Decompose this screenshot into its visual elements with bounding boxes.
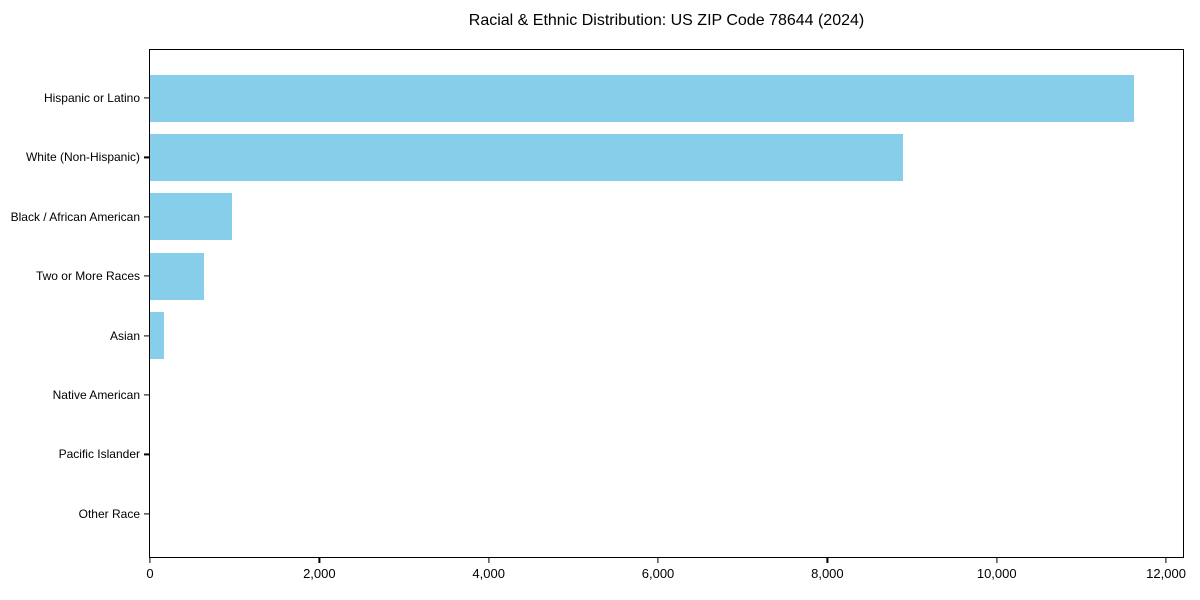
y-tick-mark xyxy=(144,216,150,218)
y-tick-label: White (Non-Hispanic) xyxy=(25,150,140,165)
y-tick-label: Hispanic or Latino xyxy=(43,91,140,105)
y-tick-label: Asian xyxy=(109,328,140,343)
x-tick-mark xyxy=(657,557,659,563)
bar-asian xyxy=(150,312,164,360)
x-tick-label: 4,000 xyxy=(472,566,505,581)
plot-area: Hispanic or Latino White (Non-Hispanic) Bl… xyxy=(11,49,1186,581)
bar-two-or-more-races xyxy=(150,252,204,300)
y-tick-mark xyxy=(144,394,150,396)
x-tick-label: 10,000 xyxy=(976,566,1017,581)
y-tick-label: Two or More Races xyxy=(35,269,140,284)
y-tick-label: Pacific Islander xyxy=(58,447,140,462)
y-tick-label: Black / African American xyxy=(10,209,140,224)
y-tick-mark xyxy=(144,453,150,455)
x-tick-mark xyxy=(826,557,828,563)
bar-hispanic-or-latino xyxy=(150,74,1134,122)
x-tick-mark xyxy=(149,557,151,563)
bar-black-african-american xyxy=(150,193,232,241)
x-tick-label: 12,000 xyxy=(1146,566,1186,581)
x-tick-label: 6,000 xyxy=(641,566,675,581)
y-tick-mark xyxy=(144,97,150,99)
x-tick-label: 2,000 xyxy=(303,566,336,581)
x-tick-mark xyxy=(996,557,998,563)
x-tick-label: 8,000 xyxy=(811,566,844,581)
x-tick-mark xyxy=(318,557,320,563)
x-tick-mark xyxy=(1165,557,1167,563)
y-tick-label: Native American xyxy=(52,388,140,402)
x-tick-mark xyxy=(488,557,490,563)
y-tick-label: Other Race xyxy=(78,506,140,521)
y-tick-mark xyxy=(144,513,150,515)
x-tick-label: 0 xyxy=(146,566,154,581)
y-tick-mark xyxy=(144,275,150,277)
y-tick-mark xyxy=(144,156,150,158)
chart-title: Racial & Ethnic Distribution: US ZIP Cod… xyxy=(468,12,865,29)
y-tick-mark xyxy=(144,335,150,337)
bar-white-non-hispanic xyxy=(150,133,903,181)
